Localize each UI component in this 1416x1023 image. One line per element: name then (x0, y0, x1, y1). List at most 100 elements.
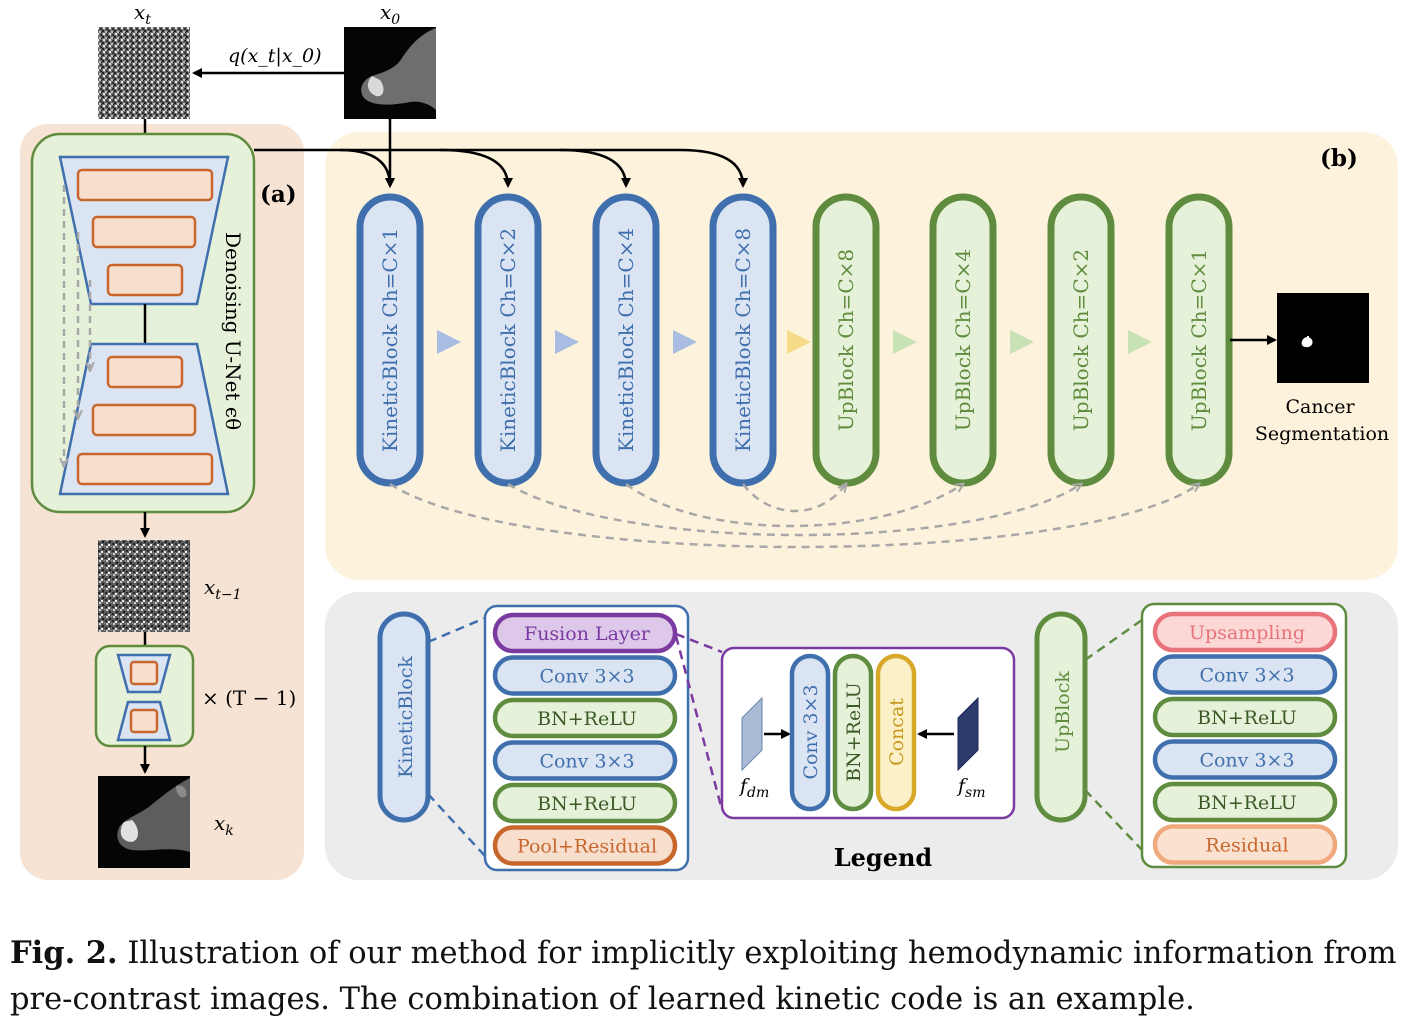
flow-triangle-1 (437, 330, 461, 354)
kinetic-layer-stack: Fusion Layer Conv 3×3 BN+ReLU Conv 3×3 BN+Re… (492, 612, 678, 866)
noisy-image-xt-1 (98, 540, 190, 632)
layer-label: BN+ReLU (1197, 792, 1297, 814)
mini-encoder-layer (129, 660, 159, 686)
segmentation-label: Segmentation (1255, 423, 1389, 445)
block-label: KineticBlock Ch=C×8 (731, 228, 755, 452)
fusion-layer-1: Conv 3×3 (789, 653, 831, 812)
block-label: UpBlock Ch=C×4 (951, 249, 975, 431)
fsm-feature-map (957, 696, 979, 772)
decoder-layer-3 (76, 452, 214, 486)
encoder-layer-2 (91, 215, 197, 249)
encoder-layer-3 (106, 263, 184, 297)
layer-label: Pool+Residual (517, 836, 657, 858)
legend-up-block (1034, 611, 1088, 823)
unet-skip-connections (64, 185, 90, 466)
layer-label: Conv 3×3 (800, 684, 822, 779)
kinetic-layer-2: Conv 3×3 (492, 655, 678, 696)
layer-label: Residual (1205, 835, 1288, 857)
layer-label: BN+ReLU (537, 793, 637, 815)
repeat-label: × (T − 1) (202, 686, 296, 710)
up-zoom-lines (1084, 618, 1143, 851)
panel-b-label: (b) (1320, 145, 1358, 172)
flow-triangle-6 (1010, 330, 1034, 354)
fusion-zoom-lines (674, 632, 724, 811)
kinetic-block-1: KineticBlock Ch=C×1 (356, 193, 424, 487)
flow-triangle-5 (893, 330, 917, 354)
flow-triangle-4 (787, 330, 811, 354)
up-layer-stack: Upsampling Conv 3×3 BN+ReLU Conv 3×3 BN+ReLU… (1152, 611, 1338, 865)
encoder-layer-1 (76, 168, 214, 202)
layer-label: Conv 3×3 (539, 666, 634, 688)
generated-image-xk (98, 776, 190, 868)
kinetic-layer-4: Conv 3×3 (492, 740, 678, 781)
layer-label: Upsampling (1189, 622, 1305, 644)
block-label: KineticBlock Ch=C×4 (614, 228, 638, 452)
decoder-skip-connections (389, 484, 1199, 549)
segmentation-output-image (1277, 293, 1369, 383)
layer-label: Fusion Layer (524, 623, 651, 645)
kinetic-layer-1: Fusion Layer (492, 612, 678, 654)
layer-label: Conv 3×3 (539, 751, 634, 773)
up-block-4: UpBlock Ch=C×1 (1165, 193, 1233, 487)
flow-triangles (437, 330, 1152, 354)
block-label: UpBlock Ch=C×1 (1187, 249, 1211, 431)
panel-a-label: (a) (260, 181, 297, 208)
legend-kinetic-label: KineticBlock (395, 656, 417, 778)
up-block-3: UpBlock Ch=C×2 (1047, 193, 1115, 487)
block-label: KineticBlock Ch=C×1 (378, 228, 402, 452)
block-row: KineticBlock Ch=C×1 KineticBlock Ch=C×2 Ki… (356, 193, 1233, 487)
kinetic-block-3: KineticBlock Ch=C×4 (592, 193, 660, 487)
layer-label: Conv 3×3 (1199, 750, 1294, 772)
mini-decoder-layer (129, 708, 159, 734)
flow-triangle-2 (555, 330, 579, 354)
up-layer-1: Upsampling (1152, 611, 1338, 653)
up-block-2: UpBlock Ch=C×4 (929, 193, 997, 487)
layer-label: BN+ReLU (843, 682, 865, 782)
fsm-label: fsm (956, 775, 986, 801)
kinetic-layer-3: BN+ReLU (492, 697, 678, 739)
layer-label: BN+ReLU (537, 708, 637, 730)
decoder-layer-1 (106, 355, 184, 389)
fdm-label: fdm (738, 775, 769, 801)
layer-label: Concat (886, 698, 908, 766)
kinetic-zoom-lines (427, 616, 486, 857)
kinetic-block-2: KineticBlock Ch=C×2 (474, 193, 542, 487)
x0-label: x0 (380, 0, 400, 28)
xt-label: xt (134, 0, 151, 28)
layer-label: BN+ReLU (1197, 707, 1297, 729)
block-label: KineticBlock Ch=C×2 (496, 228, 520, 452)
unet-feature-arrows (254, 119, 748, 188)
xt1-label: xt−1 (204, 575, 242, 603)
up-block-1: UpBlock Ch=C×8 (812, 193, 880, 487)
legend-kinetic-block (377, 611, 431, 823)
fusion-layer-2: BN+ReLU (832, 653, 874, 812)
up-layer-4: Conv 3×3 (1152, 739, 1338, 780)
kinetic-layer-5: BN+ReLU (492, 782, 678, 824)
noisy-image-xt (98, 27, 190, 119)
layer-label: Conv 3×3 (1199, 665, 1294, 687)
fdm-feature-map (741, 696, 763, 772)
fusion-layer-3: Concat (875, 653, 917, 812)
up-layer-5: BN+ReLU (1152, 781, 1338, 823)
legend-title: Legend (834, 843, 933, 872)
decoder-layer-2 (91, 403, 197, 437)
unet-label: Denoising U-Net ϵθ (221, 232, 245, 430)
caption-prefix: Fig. 2. (10, 935, 118, 971)
up-layer-6: Residual (1152, 824, 1338, 865)
up-layer-3: BN+ReLU (1152, 696, 1338, 738)
q-label: q(x_t|x_0) (228, 45, 322, 67)
kinetic-block-4: KineticBlock Ch=C×8 (709, 193, 777, 487)
cancer-label: Cancer (1285, 396, 1355, 418)
precontrast-image-x0 (344, 27, 436, 119)
flow-triangle-3 (673, 330, 697, 354)
xk-label: xk (214, 811, 234, 839)
legend-up-label: UpBlock (1052, 671, 1074, 753)
figure-caption: Fig. 2. Illustration of our method for i… (10, 930, 1410, 1023)
block-label: UpBlock Ch=C×8 (834, 249, 858, 431)
kinetic-layer-6: Pool+Residual (492, 825, 678, 866)
flow-triangle-7 (1128, 330, 1152, 354)
fusion-layer-stack: Conv 3×3 BN+ReLU Concat (789, 653, 917, 812)
block-label: UpBlock Ch=C×2 (1069, 249, 1093, 431)
caption-text: Illustration of our method for implicitl… (10, 936, 1397, 1017)
